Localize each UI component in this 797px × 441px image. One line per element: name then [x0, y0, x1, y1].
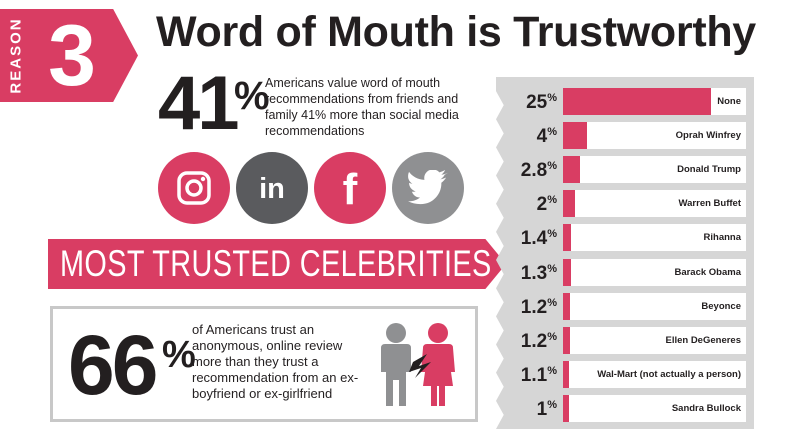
bar-label: None	[717, 96, 741, 107]
bar-value-unit: %	[547, 194, 557, 206]
bar-value-unit: %	[547, 297, 557, 309]
bar-value: 1.2	[520, 297, 548, 318]
bar-track	[563, 361, 746, 388]
bar	[563, 259, 571, 286]
facebook-icon: f	[314, 152, 386, 224]
bar-label: Warren Buffet	[678, 198, 741, 209]
bar-value: 4	[536, 126, 548, 147]
bar-value: 1.3	[520, 263, 548, 284]
bar-label: Ellen DeGeneres	[665, 335, 741, 346]
stat-66-value: 66	[68, 318, 158, 412]
bar-value-unit: %	[547, 160, 557, 172]
bar	[563, 88, 711, 115]
bar	[563, 122, 587, 149]
bar-label: Beyonce	[701, 301, 741, 312]
bar-value-unit: %	[547, 126, 557, 138]
bar	[563, 327, 571, 354]
bar-value-label: 1%	[503, 395, 557, 422]
bar-value: 1.1	[520, 365, 548, 386]
svg-text:in: in	[259, 173, 285, 205]
bar-track	[563, 224, 746, 251]
people-breakup-icon	[381, 323, 455, 406]
bar	[563, 293, 571, 320]
bar-label: Rihanna	[703, 232, 741, 243]
bar-track	[563, 293, 746, 320]
bar-track	[563, 327, 746, 354]
bar-value-label: 1.2%	[503, 293, 557, 320]
bar	[563, 361, 570, 388]
bar-track	[563, 259, 746, 286]
stat-66: 66 %	[68, 318, 196, 412]
bar	[563, 190, 575, 217]
twitter-icon	[392, 152, 464, 224]
bar-value: 1.2	[520, 331, 548, 352]
banner-background	[48, 239, 506, 289]
bar-track	[563, 156, 746, 183]
bar-track	[563, 122, 746, 149]
bar-track	[563, 395, 746, 422]
bar-value: 25	[526, 92, 548, 113]
stat-41-unit: %	[234, 74, 270, 118]
stat-41: 41 %	[158, 66, 270, 146]
bar	[563, 156, 580, 183]
bar-value: 2	[536, 194, 548, 215]
bar-label: Sandra Bullock	[671, 403, 741, 414]
bar-label: Wal-Mart (not actually a person)	[597, 369, 741, 380]
svg-text:f: f	[343, 166, 358, 210]
stat-41-value: 41	[158, 61, 240, 146]
bar-value-unit: %	[547, 92, 557, 104]
bar-label: Barack Obama	[674, 267, 741, 278]
bar	[563, 224, 572, 251]
bar-value-label: 1.3%	[503, 259, 557, 286]
banner-title: MOST TRUSTED CELEBRITIES	[60, 243, 492, 284]
bar-value: 1.4	[520, 228, 548, 249]
bar-label: Donald Trump	[677, 164, 741, 175]
bar-value: 1	[536, 399, 548, 420]
bar-label: Oprah Winfrey	[675, 130, 741, 141]
bar-value-label: 25%	[503, 88, 557, 115]
bar	[563, 395, 569, 422]
bar-value: 2.8	[520, 160, 548, 181]
bar-value-label: 2.8%	[503, 156, 557, 183]
stat-66-text: of Americans trust an anonymous, online …	[192, 322, 359, 401]
bar-value-unit: %	[547, 331, 557, 343]
bar-value-unit: %	[547, 228, 557, 240]
bar-value-label: 1.4%	[503, 224, 557, 251]
instagram-icon	[158, 152, 230, 224]
bar-value-unit: %	[547, 263, 557, 275]
bar-value-unit: %	[547, 365, 557, 377]
bar-value-label: 2%	[503, 190, 557, 217]
bar-value-unit: %	[547, 399, 557, 411]
linkedin-icon: in	[236, 152, 308, 224]
stat-66-box	[50, 306, 478, 422]
bar-value-label: 4%	[503, 122, 557, 149]
stat-41-text: Americans value word of mouth recommenda…	[265, 76, 459, 138]
bar-value-label: 1.1%	[503, 361, 557, 388]
stat-66-unit: %	[162, 334, 196, 376]
bar-track	[563, 190, 746, 217]
page-title: Word of Mouth is Trustworthy	[156, 8, 756, 56]
bar-value-label: 1.2%	[503, 327, 557, 354]
reason-number: 3	[48, 8, 96, 104]
reason-badge	[0, 9, 138, 102]
